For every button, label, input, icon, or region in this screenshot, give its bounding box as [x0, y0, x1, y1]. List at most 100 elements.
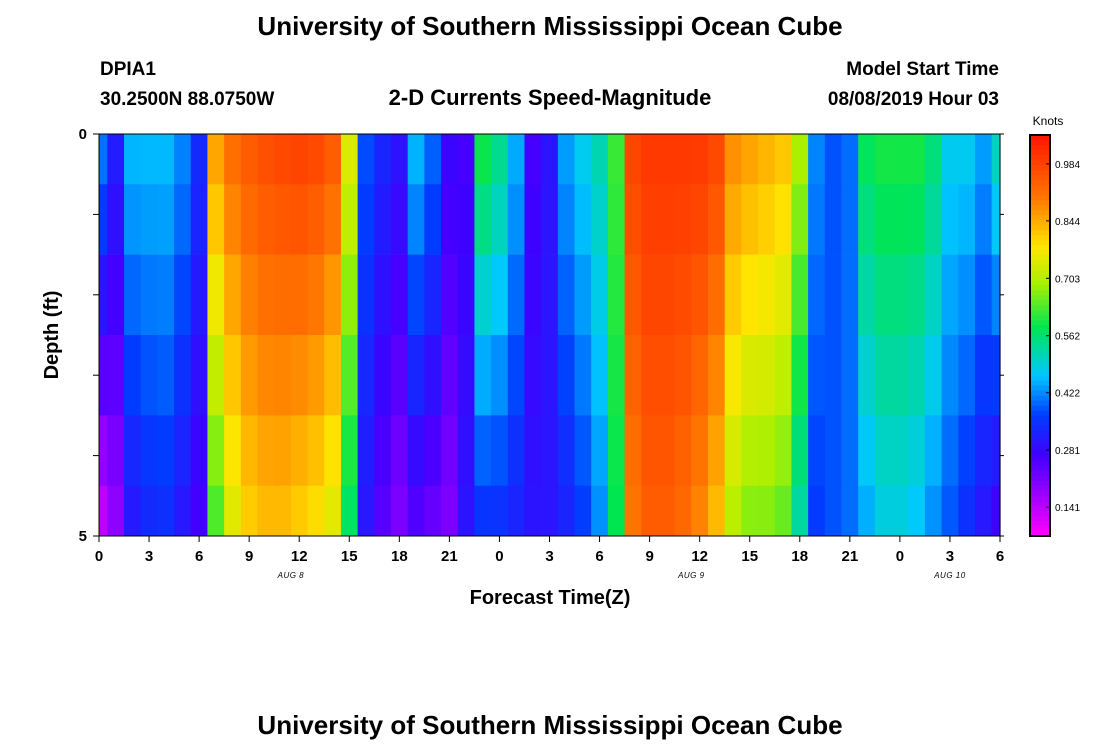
heatmap-cell: [157, 335, 175, 416]
heatmap-cell: [474, 415, 492, 487]
colorbar-segment: [1030, 510, 1050, 517]
heatmap-cell: [791, 415, 809, 487]
x-tick-label: 21: [441, 548, 458, 565]
heatmap-cell: [908, 254, 926, 336]
heatmap-cell: [441, 184, 459, 255]
heatmap-cell: [874, 184, 893, 255]
heatmap-cell: [824, 415, 843, 487]
heatmap-cell: [624, 335, 642, 416]
heatmap-cell: [324, 134, 342, 185]
heatmap-cell: [808, 184, 826, 255]
x-tick-label: 6: [195, 548, 203, 565]
heatmap-cell: [607, 335, 626, 416]
heatmap-cell: [107, 184, 125, 255]
heatmap-cell: [641, 184, 659, 255]
heatmap-cell: [407, 335, 425, 416]
colorbar-segment: [1030, 210, 1050, 216]
heatmap-cell: [491, 415, 509, 487]
heatmap-cell: [607, 184, 626, 255]
heatmap-cell: [474, 134, 492, 185]
colorbar-segment: [1030, 170, 1050, 176]
heatmap-cell: [457, 485, 476, 537]
colorbar-segment: [1030, 500, 1050, 507]
heatmap-cell: [207, 134, 225, 185]
heatmap-cell: [390, 485, 409, 537]
heatmap-cell: [741, 485, 759, 537]
heatmap-cell: [340, 254, 359, 336]
colorbar-segment: [1030, 505, 1050, 512]
heatmap-cell: [574, 184, 592, 255]
heatmap-cell: [891, 184, 909, 255]
heatmap-cell: [257, 485, 275, 537]
colorbar-segment: [1030, 135, 1050, 141]
heatmap-cell: [691, 254, 709, 336]
heatmap-cell: [290, 184, 309, 255]
heatmap-cell: [507, 184, 526, 255]
heatmap-cell: [307, 254, 325, 336]
heatmap-cell: [708, 184, 726, 255]
heatmap-cell: [991, 485, 1001, 537]
heatmap-cell: [474, 335, 492, 416]
heatmap-cell: [207, 415, 225, 487]
day-label: AUG 10: [933, 571, 966, 580]
colorbar-tick-label: 0.281: [1055, 446, 1080, 457]
heatmap-cell: [774, 184, 793, 255]
y-tick-label: 0: [79, 126, 87, 143]
heatmap-cell: [340, 415, 359, 487]
colorbar-segment: [1030, 460, 1050, 467]
heatmap-cell: [908, 335, 926, 416]
heatmap-cell: [841, 134, 859, 185]
heatmap-cell: [290, 254, 309, 336]
heatmap-cell: [507, 415, 526, 487]
heatmap-cell: [224, 485, 242, 537]
heatmap-cell: [274, 254, 292, 336]
heatmap-cell: [224, 415, 242, 487]
heatmap-cell: [891, 335, 909, 416]
colorbar-segment: [1030, 450, 1050, 457]
x-tick-label: 18: [391, 548, 408, 565]
heatmap-cell: [891, 415, 909, 487]
heatmap-cell: [908, 485, 926, 537]
heatmap-cell: [624, 184, 642, 255]
heatmap-cell: [924, 415, 943, 487]
heatmap-cell: [824, 134, 843, 185]
heatmap-cell: [357, 254, 375, 336]
heatmap-cell: [908, 415, 926, 487]
heatmap-cell: [607, 134, 626, 185]
heatmap-cell: [691, 184, 709, 255]
heatmap-cell: [190, 335, 209, 416]
x-axis: 0 3 6 9 12 15 18 21 0 3 6 9 12 15 18 21 0 3 6: [95, 536, 1004, 565]
heatmap-cell: [991, 184, 1001, 255]
heatmap-cell: [758, 184, 776, 255]
heatmap-cell: [874, 134, 893, 185]
colorbar-segment: [1030, 325, 1050, 332]
colorbar-segment: [1030, 385, 1050, 392]
heatmap-cell: [99, 134, 108, 185]
heatmap-cell: [457, 254, 476, 336]
heatmap-cell: [741, 415, 759, 487]
colorbar-segment: [1030, 160, 1050, 166]
heatmap-cell: [557, 134, 576, 185]
heatmap-cell: [157, 415, 175, 487]
model-start-value: 08/08/2019 Hour 03: [828, 89, 999, 110]
heatmap-cell: [991, 254, 1001, 336]
heatmap-cell: [858, 485, 876, 537]
heatmap-cell: [374, 335, 392, 416]
heatmap-cell: [274, 184, 292, 255]
heatmap-cell: [557, 485, 576, 537]
heatmap-cell: [541, 485, 559, 537]
heatmap-cell: [257, 415, 275, 487]
heatmap-cell: [924, 335, 943, 416]
heatmap-cell: [441, 134, 459, 185]
heatmap-cell: [708, 335, 726, 416]
colorbar-segment: [1030, 465, 1050, 472]
heatmap-cell: [557, 254, 576, 336]
heatmap-cell: [290, 335, 309, 416]
colorbar-segment: [1030, 485, 1050, 492]
heatmap-cell: [507, 485, 526, 537]
heatmap-cell: [424, 184, 442, 255]
heatmap-cell: [657, 254, 676, 336]
colorbar-segment: [1030, 440, 1050, 447]
heatmap-cell: [290, 485, 309, 537]
heatmap-cell: [708, 485, 726, 537]
